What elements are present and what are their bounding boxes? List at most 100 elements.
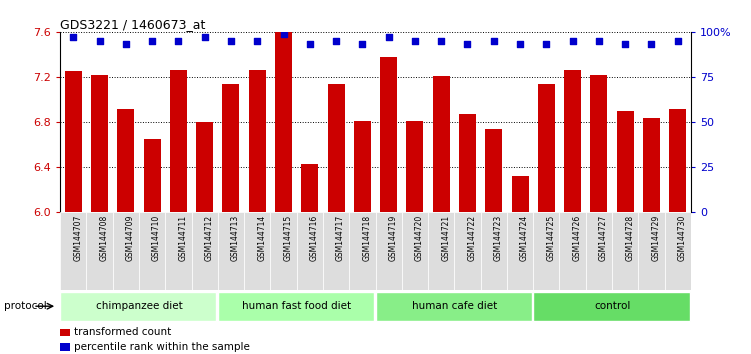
Point [436,38,448,44]
Point [68,34,80,40]
Text: GSM144719: GSM144719 [389,215,397,261]
Text: GSM144729: GSM144729 [652,215,660,261]
Text: GSM144718: GSM144718 [363,215,371,261]
Point [225,38,237,44]
Point [303,42,316,47]
Text: percentile rank within the sample: percentile rank within the sample [74,342,250,352]
Bar [586,212,612,290]
Bar [275,32,292,212]
Bar [170,70,187,212]
Text: GSM144720: GSM144720 [415,215,424,261]
Bar [617,111,634,212]
Text: GSM144722: GSM144722 [467,215,476,261]
Point [541,42,553,47]
Point [645,42,658,47]
Text: human fast food diet: human fast food diet [242,301,351,311]
Text: GSM144715: GSM144715 [284,215,292,261]
Bar [117,109,134,212]
Bar [459,114,476,212]
Bar [60,329,70,336]
Point [330,38,342,44]
Bar [139,212,165,290]
Bar [533,212,559,290]
Bar [406,121,424,212]
Text: human cafe diet: human cafe diet [412,301,497,311]
Bar [65,72,82,212]
Bar [559,212,586,290]
Bar [323,212,349,290]
Text: GSM144713: GSM144713 [231,215,240,261]
Bar [354,121,371,212]
Text: GSM144708: GSM144708 [99,215,108,261]
Bar [327,84,345,212]
Bar [218,212,244,290]
Bar [91,75,108,212]
Point [120,42,132,47]
Text: GSM144724: GSM144724 [520,215,529,261]
Bar [665,212,691,290]
Bar [643,118,660,212]
Text: GSM144714: GSM144714 [258,215,266,261]
Bar [60,343,70,351]
Point [198,34,210,40]
Bar [433,76,450,212]
Bar [86,212,113,290]
Text: GSM144726: GSM144726 [573,215,581,261]
Text: protocol: protocol [4,301,47,311]
Bar [218,292,374,321]
Text: GSM144730: GSM144730 [678,215,686,261]
Text: transformed count: transformed count [74,327,171,337]
Bar [349,212,376,290]
Bar [60,292,216,321]
Bar [402,212,428,290]
Text: GSM144727: GSM144727 [599,215,608,261]
Text: GSM144721: GSM144721 [442,215,450,261]
Text: GSM144723: GSM144723 [494,215,502,261]
Point [514,42,526,47]
Text: control: control [594,301,630,311]
Bar [192,212,218,290]
Text: GSM144707: GSM144707 [74,215,82,261]
Point [251,38,263,44]
Bar [428,212,454,290]
Point [488,38,500,44]
Bar [380,57,397,212]
Text: GSM144710: GSM144710 [152,215,161,261]
Bar [612,212,638,290]
Bar [60,212,86,290]
Bar [376,292,532,321]
Bar [538,84,555,212]
Bar [301,164,318,212]
Point [409,38,421,44]
Point [593,38,605,44]
Text: GSM144717: GSM144717 [336,215,345,261]
Bar [511,176,529,212]
Bar [244,212,270,290]
Point [173,38,185,44]
Bar [113,212,139,290]
Bar [270,212,297,290]
Text: GSM144709: GSM144709 [126,215,134,261]
Bar [669,109,686,212]
Point [619,42,631,47]
Point [93,38,105,44]
Bar [249,70,266,212]
Bar [533,292,689,321]
Point [383,34,395,40]
Bar [297,212,323,290]
Bar [564,70,581,212]
Point [278,31,290,36]
Bar [165,212,192,290]
Point [356,42,368,47]
Text: GDS3221 / 1460673_at: GDS3221 / 1460673_at [60,18,206,31]
Bar [481,212,507,290]
Text: GSM144725: GSM144725 [547,215,555,261]
Bar [507,212,533,290]
Bar [590,75,608,212]
Text: GSM144716: GSM144716 [310,215,318,261]
Bar [222,84,240,212]
Point [461,42,473,47]
Bar [485,129,502,212]
Text: GSM144712: GSM144712 [204,215,213,261]
Bar [638,212,665,290]
